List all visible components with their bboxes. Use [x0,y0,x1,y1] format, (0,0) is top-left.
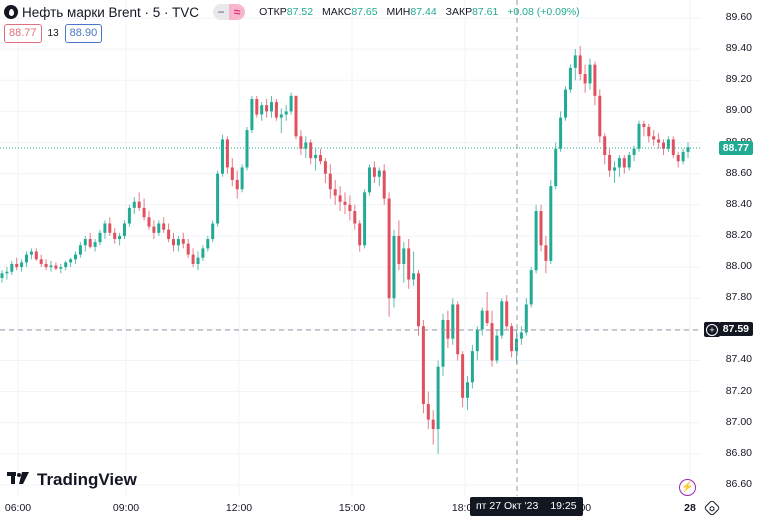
open-label: ОТКР [259,6,287,18]
chart-legend: Нефть марки Brent · 5 · TVC − ≈ ОТКР87.5… [4,4,580,20]
approx-equal-icon[interactable]: ≈ [229,4,246,20]
price-axis-label: 86.80 [725,446,752,459]
sell-price-button[interactable]: 88.77 [4,24,42,43]
price-axis-label: 89.00 [725,104,752,117]
symbol-title[interactable]: Нефть марки Brent · 5 · TVC [22,4,200,20]
open-value: 87.52 [286,6,314,18]
collapse-minus-icon[interactable]: − [213,4,230,20]
low-label: МИН [386,6,411,18]
buy-price-button[interactable]: 88.90 [64,24,103,43]
tradingview-logo-icon [7,470,31,490]
time-axis-label: 28 [684,502,696,514]
chart-grid [0,0,700,496]
price-axis-label: 88.60 [725,166,752,179]
tradingview-logo-text: TradingView [37,470,137,489]
close-label: ЗАКР [445,6,473,18]
price-axis-label: 87.20 [725,384,752,397]
crosshair-price-tag: 87.59 [718,322,753,336]
ohlc-values: ОТКР87.52 МАКС87.65 МИН87.44 ЗАКР87.61 +… [259,6,580,18]
price-axis-label: 89.20 [725,73,752,86]
high-value: 87.65 [351,6,378,18]
price-axis-label: 87.40 [725,353,752,366]
time-axis-label: 15:00 [338,502,366,514]
high-label: МАКС [321,6,352,18]
spread-value: 13 [47,28,59,39]
legend-toggles: − ≈ [213,4,246,20]
price-axis-label: 88.20 [725,228,752,241]
add-alert-button[interactable]: + [704,322,720,337]
time-axis-label: 09:00 [112,502,140,514]
lightning-icon[interactable]: ⚡ [679,479,696,496]
low-value: 87.44 [410,6,437,18]
change-value: +0.08 (+0.09%) [507,6,580,18]
plus-icon: + [706,323,718,336]
tradingview-logo[interactable]: TradingView [7,470,137,490]
price-axis-label: 89.40 [725,42,752,55]
crosshair-time: 19:25 [550,500,577,512]
price-axis-label: 87.00 [725,415,752,428]
price-axis-label: 89.60 [725,11,752,23]
close-value: 87.61 [472,6,499,18]
price-axis-label: 88.00 [725,260,752,273]
time-axis-label: 12:00 [225,502,253,514]
oil-drop-icon [4,5,18,19]
bid-ask-row: 88.77 13 88.90 [4,24,103,43]
candlestick-series [0,46,690,454]
price-axis-label: 88.40 [725,197,752,210]
crosshair-time-tag: пт 27 Окт '23 19:25 [470,497,583,516]
time-axis-label: 06:00 [4,502,32,514]
price-axis-label: 87.80 [725,291,752,304]
price-axis-label: 86.60 [725,478,752,490]
last-price-tag: 88.77 [718,141,753,155]
crosshair-date: пт 27 Окт '23 [476,500,539,512]
